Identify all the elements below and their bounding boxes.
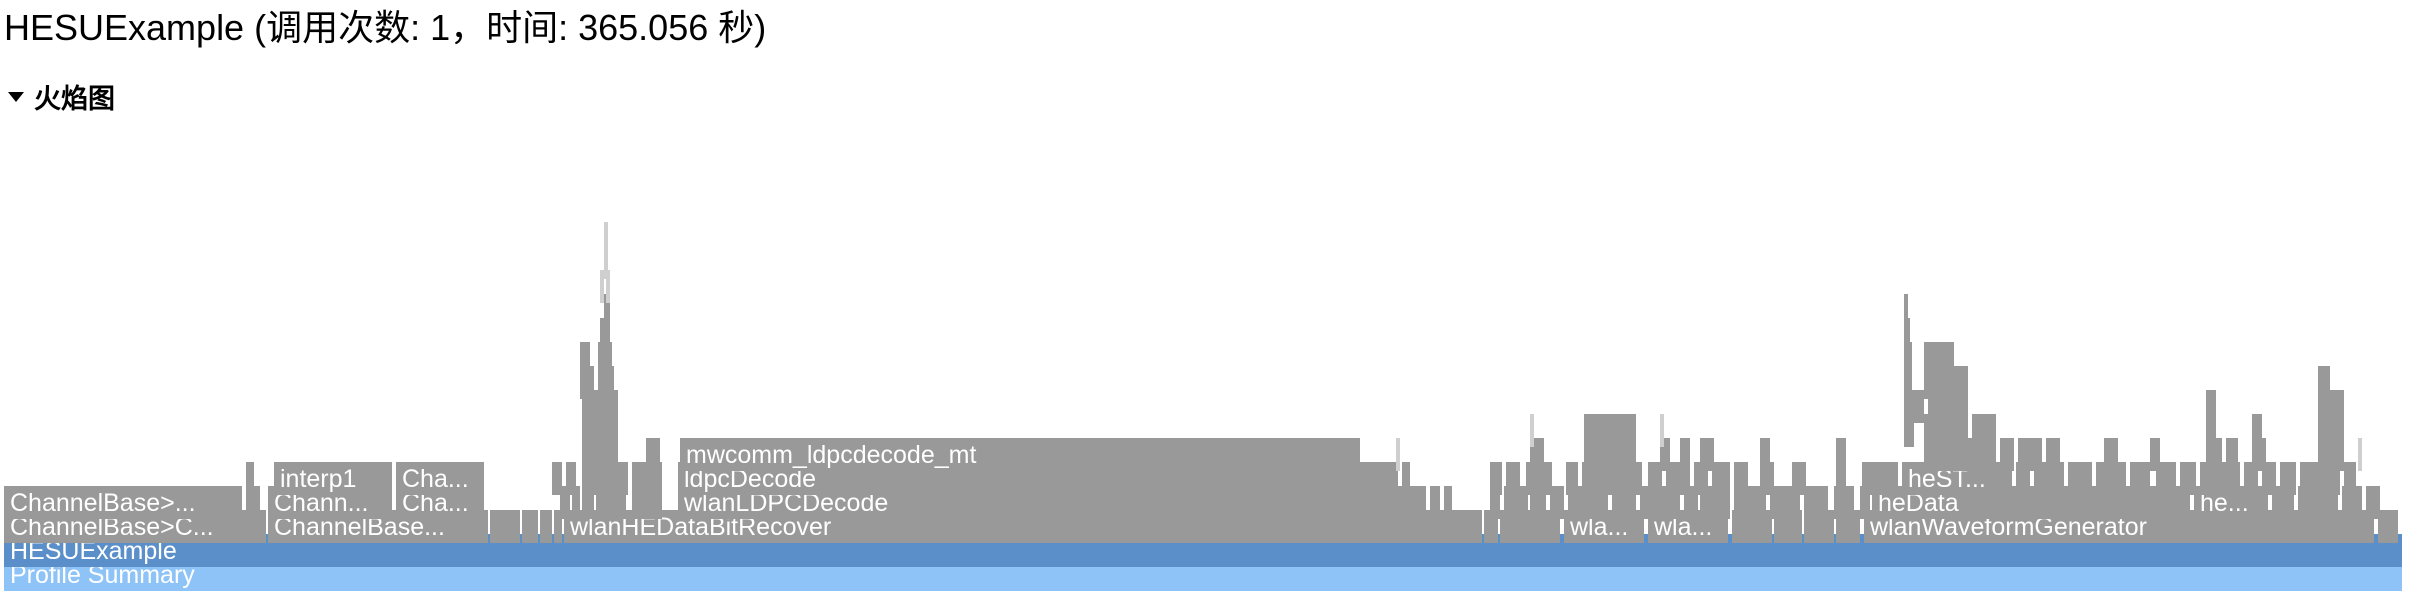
flame-frame-narrow[interactable] bbox=[2206, 414, 2216, 447]
flame-frame-narrow[interactable] bbox=[566, 462, 576, 495]
flame-frame-narrow[interactable] bbox=[1836, 438, 1846, 471]
flame-frame-narrow[interactable] bbox=[1430, 486, 1440, 519]
flame-graph: Profile Summary HESUExample ChannelBase>C.… bbox=[0, 110, 2414, 591]
flame-frame-narrow[interactable] bbox=[2068, 462, 2092, 495]
flame-frame-narrow[interactable] bbox=[1804, 486, 1828, 519]
flame-frame-mwcomm-ldpcdecode-mt[interactable]: mwcomm_ldpcdecode_mt bbox=[680, 438, 1360, 471]
flame-frame-narrow[interactable] bbox=[1904, 342, 1912, 375]
flame-frame-narrow[interactable] bbox=[2180, 462, 2196, 495]
page-title: HESUExample (调用次数: 1，时间: 365.056 秒) bbox=[4, 7, 767, 48]
flame-frame-narrow[interactable] bbox=[522, 510, 538, 543]
flame-frame-cha-2[interactable]: Cha... bbox=[396, 462, 484, 495]
flame-frame-narrow[interactable] bbox=[2150, 438, 2160, 471]
section-label: 火焰图 bbox=[34, 83, 115, 114]
flame-frame-narrow[interactable] bbox=[1904, 294, 1908, 327]
flame-frame-narrow[interactable] bbox=[600, 270, 604, 303]
flame-frame-narrow[interactable] bbox=[2252, 414, 2262, 447]
flame-frame-narrow[interactable] bbox=[1924, 342, 1954, 375]
flame-frame-narrow[interactable] bbox=[2046, 438, 2060, 471]
flame-frame-narrow[interactable] bbox=[1660, 414, 1664, 447]
flame-frame-narrow[interactable] bbox=[1760, 438, 1770, 471]
flame-frame-narrow[interactable] bbox=[1648, 462, 1662, 495]
flame-frame-narrow[interactable] bbox=[600, 318, 610, 351]
flame-frame-narrow[interactable] bbox=[1530, 414, 1534, 447]
flame-frame-narrow[interactable] bbox=[2366, 486, 2380, 519]
flame-frame-narrow[interactable] bbox=[604, 222, 608, 279]
flame-frame-narrow[interactable] bbox=[1904, 366, 1912, 399]
flame-frame-narrow[interactable] bbox=[560, 486, 570, 519]
flame-frame-narrow[interactable] bbox=[246, 462, 254, 495]
flame-frame-narrow[interactable] bbox=[2104, 438, 2118, 471]
flame-frame-narrow[interactable] bbox=[1860, 486, 1870, 519]
flame-frame-narrow[interactable] bbox=[1506, 462, 1520, 495]
flame-frame-narrow[interactable] bbox=[1680, 438, 1690, 471]
flame-frame-channelbase-gt[interactable]: ChannelBase>... bbox=[4, 486, 242, 519]
flame-frame-narrow[interactable] bbox=[2018, 438, 2042, 471]
flame-frame-narrow[interactable] bbox=[1904, 414, 1914, 447]
flame-frame-narrow[interactable] bbox=[2378, 510, 2398, 543]
flame-frame-narrow[interactable] bbox=[1734, 462, 1748, 495]
flame-frame-interp1[interactable]: interp1 bbox=[274, 462, 392, 495]
triangle-down-icon bbox=[8, 92, 24, 102]
flame-frame-narrow[interactable] bbox=[1700, 438, 1714, 471]
flame-frame-narrow[interactable] bbox=[2130, 462, 2150, 495]
flame-frame-narrow[interactable] bbox=[1566, 462, 1578, 495]
flame-frame-narrow[interactable] bbox=[554, 510, 562, 543]
flame-graph-section-toggle[interactable]: 火焰图 bbox=[8, 78, 115, 114]
flame-frame-narrow[interactable] bbox=[580, 342, 590, 375]
flame-frame-narrow[interactable] bbox=[2318, 366, 2330, 399]
flame-frame-narrow[interactable] bbox=[2280, 462, 2296, 495]
flame-frame-narrow[interactable] bbox=[2156, 462, 2176, 495]
flame-frame-narrow[interactable] bbox=[1660, 438, 1670, 471]
flame-frame-narrow[interactable] bbox=[2226, 438, 2238, 471]
flame-frame-narrow[interactable] bbox=[1396, 438, 1400, 471]
flame-frame-narrow[interactable] bbox=[572, 486, 580, 519]
flame-frame-narrow[interactable] bbox=[1904, 318, 1910, 351]
flame-frame-narrow[interactable] bbox=[1490, 486, 1500, 519]
flame-frame-narrow[interactable] bbox=[2358, 438, 2362, 471]
flame-frame-narrow[interactable] bbox=[1792, 462, 1806, 495]
flame-frame-narrow[interactable] bbox=[1444, 486, 1452, 519]
flame-frame-narrow[interactable] bbox=[552, 462, 562, 495]
flame-frame-narrow[interactable] bbox=[1402, 462, 1410, 495]
flame-frame-narrow[interactable] bbox=[2206, 390, 2216, 423]
flame-frame-narrow[interactable] bbox=[2344, 462, 2356, 495]
flame-frame-narrow[interactable] bbox=[604, 294, 610, 327]
flame-frame-narrow[interactable] bbox=[2000, 438, 2014, 471]
flame-frame-narrow[interactable] bbox=[646, 438, 660, 471]
flame-frame-narrow[interactable] bbox=[606, 270, 610, 303]
flame-frame-narrow[interactable] bbox=[490, 510, 520, 543]
flame-frame-narrow[interactable] bbox=[1712, 462, 1730, 495]
flame-frame-narrow[interactable] bbox=[1862, 462, 1898, 495]
flame-frame-narrow[interactable] bbox=[1550, 486, 1564, 519]
flame-frame-narrow[interactable] bbox=[1490, 462, 1502, 495]
flame-frame-narrow[interactable] bbox=[1836, 462, 1846, 495]
flame-frame-narrow[interactable] bbox=[1972, 414, 1996, 447]
flame-frame-narrow[interactable] bbox=[540, 510, 552, 543]
flame-frame-narrow[interactable] bbox=[1584, 414, 1636, 447]
